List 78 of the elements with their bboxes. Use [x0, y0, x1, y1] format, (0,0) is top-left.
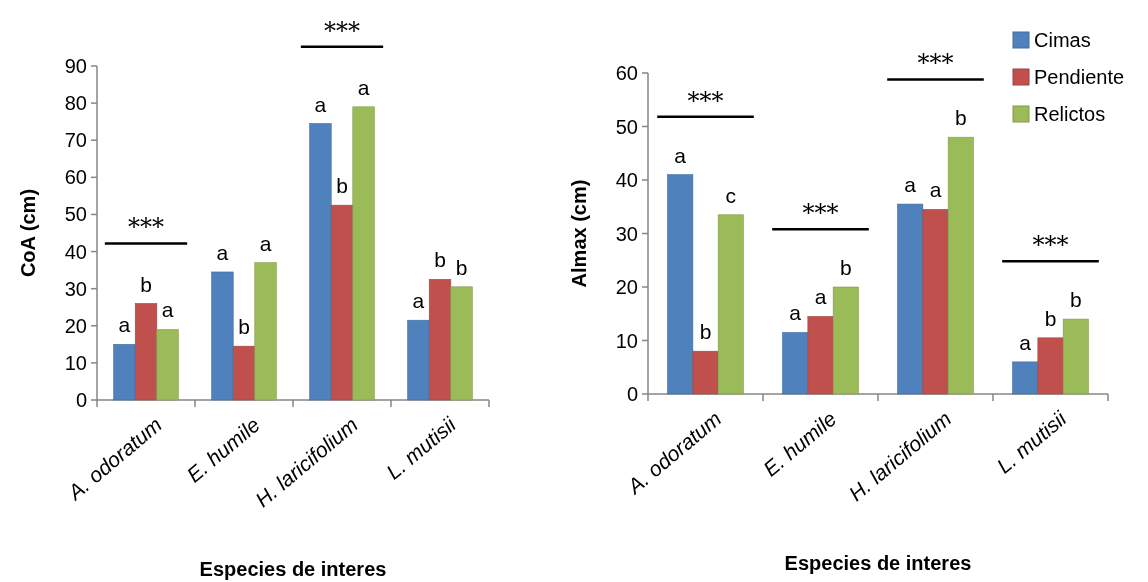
data-label: a: [161, 298, 174, 322]
bar: [717, 214, 744, 395]
bar: [134, 303, 158, 401]
bar: [807, 316, 834, 395]
data-label: b: [1069, 288, 1082, 312]
annotation: ***: [324, 16, 360, 45]
data-label: a: [216, 240, 229, 264]
data-label: a: [814, 285, 827, 309]
data-label: b: [954, 106, 967, 130]
data-label: c: [725, 183, 737, 207]
data-label: a: [674, 143, 687, 167]
data-label: a: [929, 178, 942, 202]
data-label: b: [839, 256, 852, 279]
y-tick-label: 0: [626, 383, 638, 405]
y-tick-label: 10: [64, 351, 87, 374]
y-tick-label: 30: [64, 277, 87, 300]
bar: [947, 136, 974, 395]
data-label: b: [699, 320, 712, 344]
bar: [922, 209, 949, 395]
annotation: ***: [687, 86, 724, 115]
y-tick-label: 50: [615, 115, 638, 138]
y-tick-label: 60: [615, 62, 638, 84]
bar: [309, 123, 332, 401]
y-axis-title: CoA (cm): [17, 188, 39, 278]
data-label: b: [434, 248, 446, 272]
bar: [832, 286, 859, 395]
y-tick-label: 50: [64, 203, 87, 226]
bar: [782, 332, 809, 395]
annotation: ***: [1032, 231, 1069, 260]
bar: [211, 271, 234, 401]
data-label: a: [118, 313, 131, 337]
y-axis-title: Almax (cm): [568, 179, 590, 288]
bar: [352, 106, 375, 401]
x-axis-title: Especies de interes: [784, 552, 972, 574]
y-tick-label: 40: [615, 169, 638, 191]
bar: [156, 329, 179, 401]
y-tick-label: 20: [64, 314, 87, 337]
bar: [232, 345, 256, 401]
y-tick-label: 10: [615, 329, 638, 352]
bar: [330, 204, 354, 401]
bar: [254, 262, 277, 401]
y-tick-label: 60: [64, 166, 87, 189]
legend-label: Relictos: [1034, 103, 1106, 125]
bar: [692, 350, 719, 395]
data-label: a: [904, 173, 917, 197]
data-label: b: [1044, 306, 1057, 330]
data-label: a: [789, 301, 802, 325]
data-label: a: [259, 231, 272, 255]
bar: [1037, 337, 1064, 395]
bar: [428, 279, 452, 401]
data-label: b: [238, 315, 250, 339]
bar: [407, 319, 430, 401]
y-tick-label: 40: [64, 240, 87, 263]
bar: [113, 344, 136, 401]
data-label: a: [1019, 330, 1032, 354]
bar: [897, 203, 924, 395]
legend-label: Cimas: [1034, 29, 1091, 51]
data-label: a: [314, 92, 327, 116]
bar: [1012, 361, 1039, 395]
data-label: b: [455, 255, 468, 279]
legend-label: Pendiente: [1034, 66, 1125, 88]
y-tick-label: 90: [64, 55, 87, 77]
y-tick-label: 80: [64, 92, 87, 115]
bar: [450, 286, 473, 401]
x-axis-title: Especies de interes: [199, 558, 387, 580]
y-tick-label: 20: [615, 276, 638, 298]
y-tick-label: 30: [615, 222, 638, 245]
bar: [667, 174, 694, 395]
annotation: ***: [128, 213, 164, 242]
data-label: b: [140, 272, 152, 296]
y-tick-label: 70: [64, 129, 87, 152]
data-label: b: [336, 174, 348, 198]
annotation: ***: [802, 199, 839, 228]
annotation: ***: [917, 49, 954, 78]
bar: [1062, 318, 1089, 395]
data-label: a: [357, 75, 370, 99]
y-tick-label: 0: [75, 389, 87, 411]
data-label: a: [412, 289, 425, 313]
